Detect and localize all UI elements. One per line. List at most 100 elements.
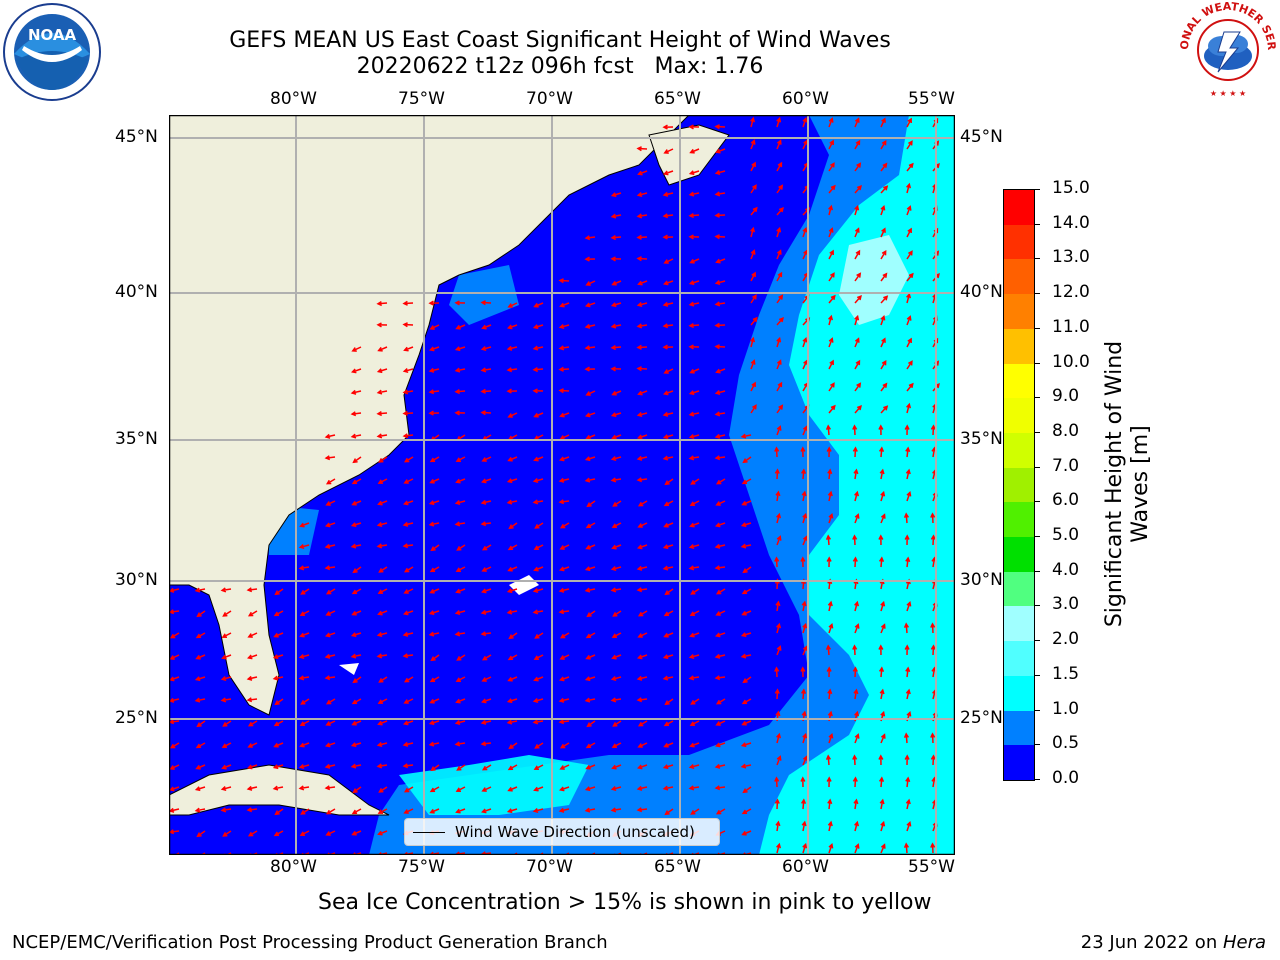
- wave-arrow-head: [637, 434, 643, 440]
- colorbar-segment: [1004, 328, 1034, 364]
- wave-arrow-head: [774, 798, 780, 804]
- wave-arrow-head: [827, 798, 833, 805]
- wave-arrow-head: [854, 710, 860, 717]
- wave-arrow-head: [880, 733, 886, 739]
- colorbar-tick: [1034, 431, 1040, 433]
- wave-arrow-head: [751, 271, 756, 278]
- wave-arrow-head: [750, 139, 756, 145]
- wave-arrow-head: [351, 347, 357, 352]
- wave-arrow-head: [584, 807, 591, 813]
- wave-arrow-head: [906, 205, 912, 211]
- wave-arrow-head: [610, 323, 617, 329]
- wave-arrow-head: [454, 720, 461, 726]
- wave-arrow-head: [750, 336, 756, 343]
- wave-arrow-head: [429, 567, 436, 573]
- wave-arrow-head: [830, 404, 836, 411]
- wave-arrow-head: [532, 588, 539, 594]
- lon-label-top-80w: 80°W: [270, 89, 317, 109]
- colorbar-segment: [1004, 190, 1034, 225]
- wave-arrow-head: [906, 315, 912, 321]
- wave-arrow-head: [907, 337, 912, 344]
- wave-arrow-head: [559, 412, 565, 418]
- wave-arrow-head: [636, 412, 643, 418]
- wave-arrow-head: [636, 697, 643, 703]
- wave-arrow-head: [377, 346, 383, 352]
- wave-arrow-head: [428, 610, 435, 616]
- wave-arrow-head: [930, 512, 936, 518]
- wave-arrow-head: [273, 742, 279, 748]
- wave-arrow-head: [169, 765, 175, 770]
- wave-arrow-head: [584, 235, 591, 241]
- colorbar-segment: [1004, 224, 1034, 260]
- wave-arrow-head: [715, 368, 721, 374]
- wave-arrow-head: [533, 545, 540, 550]
- wave-arrow-head: [774, 666, 780, 672]
- wave-arrow-head: [299, 721, 306, 726]
- wave-arrow-head: [856, 162, 862, 168]
- lat-label-right-40n: 40°N: [960, 282, 1003, 302]
- wave-arrow-head: [662, 411, 669, 417]
- wave-arrow-head: [403, 567, 410, 573]
- wave-arrow-head: [662, 455, 669, 461]
- wave-arrow-head: [402, 741, 409, 747]
- wave-arrow-head: [610, 344, 616, 351]
- wave-arrow-head: [883, 185, 889, 191]
- wave-arrow-head: [801, 490, 807, 497]
- wave-arrow-head: [325, 522, 331, 528]
- wave-arrow-head: [298, 565, 305, 571]
- wave-arrow-head: [776, 842, 782, 849]
- wave-arrow-head: [559, 743, 566, 749]
- wave-arrow-head: [376, 522, 383, 528]
- colorbar-segment: [1004, 432, 1034, 468]
- wave-arrow-head: [402, 322, 408, 328]
- colorbar-tick: [1034, 397, 1040, 399]
- lon-label-top-75w: 75°W: [398, 89, 445, 109]
- wave-arrow-head: [351, 610, 357, 616]
- wave-arrow-head: [378, 458, 384, 463]
- wave-arrow-head: [428, 720, 435, 726]
- wave-arrow-head: [585, 391, 591, 396]
- wave-arrow-head: [880, 623, 886, 629]
- wave-arrow-head: [350, 653, 357, 659]
- wave-arrow-head: [714, 212, 720, 218]
- colorbar-segment: [1004, 363, 1034, 399]
- wave-arrow-head: [662, 654, 669, 660]
- wave-arrow-head: [300, 810, 306, 815]
- wave-arrow-head: [585, 764, 591, 770]
- wave-arrow-head: [662, 434, 669, 440]
- wave-arrow-head: [558, 345, 565, 351]
- wave-arrow-head: [194, 786, 201, 792]
- wave-arrow-head: [610, 192, 617, 198]
- wave-arrow-head: [664, 700, 670, 706]
- wave-arrow-head: [585, 654, 591, 660]
- wave-arrow-head: [611, 764, 617, 770]
- wave-arrow-head: [776, 336, 782, 343]
- wave-arrow-head: [481, 787, 487, 792]
- colorbar-tick: [1034, 327, 1040, 329]
- colorbar-segment: [1004, 745, 1034, 780]
- wave-arrow-head: [559, 566, 565, 572]
- wave-arrow-head: [854, 623, 860, 629]
- wave-arrow-head: [169, 743, 176, 749]
- wave-arrow-head: [611, 654, 617, 660]
- footer-right: 23 Jun 2022 on Hera: [1081, 932, 1266, 953]
- svg-text:★ ★ ★ ★: ★ ★ ★ ★: [1210, 89, 1246, 98]
- wave-arrow-head: [351, 830, 357, 836]
- wave-arrow-head: [714, 124, 720, 130]
- wave-arrow-head: [454, 500, 461, 506]
- wave-arrow-head: [882, 382, 888, 388]
- wave-arrow-head: [221, 654, 227, 660]
- wave-arrow-head: [752, 184, 757, 190]
- wave-arrow-head: [637, 170, 643, 176]
- wave-arrow-head: [455, 478, 461, 484]
- wave-arrow-head: [688, 301, 695, 307]
- wave-arrow-head: [880, 710, 886, 717]
- wave-arrow-head: [662, 565, 669, 571]
- wave-arrow-head: [481, 808, 487, 814]
- wave-arrow-head: [585, 743, 592, 749]
- wave-arrow-head: [324, 543, 331, 549]
- wave-arrow-head: [584, 676, 591, 682]
- wave-arrow-head: [636, 477, 643, 483]
- wave-arrow-head: [854, 513, 860, 519]
- wave-arrow-head: [376, 322, 382, 328]
